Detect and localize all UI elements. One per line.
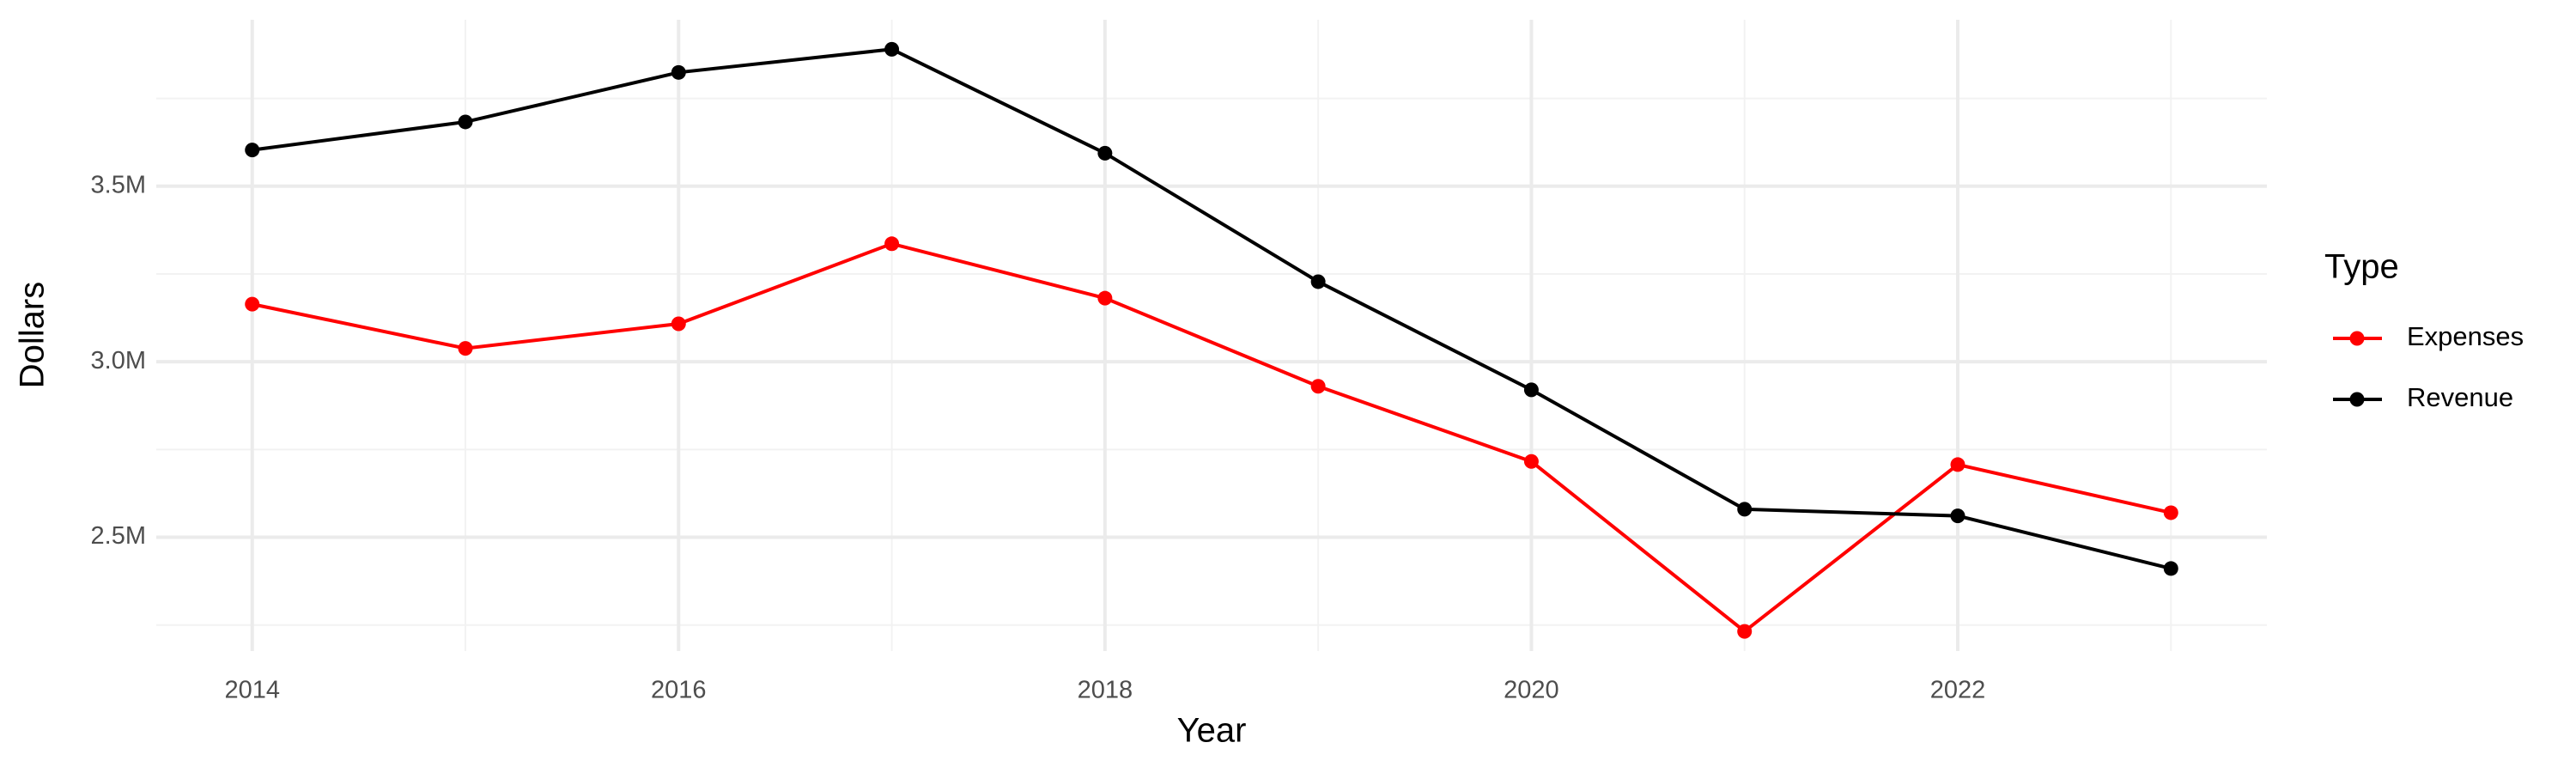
y-tick-label: 3.0M xyxy=(91,347,146,374)
x-tick-label: 2022 xyxy=(1930,677,1986,704)
data-point xyxy=(458,114,473,130)
data-point xyxy=(1737,624,1753,639)
y-axis-title: Dollars xyxy=(14,282,52,388)
x-axis-title: Year xyxy=(1177,712,1247,750)
data-point xyxy=(1523,453,1539,469)
data-point xyxy=(1097,145,1113,161)
y-tick-label: 3.5M xyxy=(91,171,146,198)
x-tick-label: 2016 xyxy=(651,677,707,704)
data-point xyxy=(1097,290,1113,306)
legend-point xyxy=(2349,392,2365,407)
data-point xyxy=(1737,502,1753,517)
data-point xyxy=(1310,379,1326,394)
data-point xyxy=(1950,457,1965,472)
data-point xyxy=(671,64,686,80)
x-tick-label: 2018 xyxy=(1078,677,1133,704)
data-point xyxy=(1523,382,1539,398)
legend-label: Revenue xyxy=(2407,382,2513,412)
data-point xyxy=(245,143,260,158)
data-point xyxy=(458,341,473,356)
data-point xyxy=(884,41,900,57)
data-point xyxy=(884,236,900,252)
legend-title: Type xyxy=(2324,248,2399,286)
series-line xyxy=(252,47,2172,570)
data-point xyxy=(671,316,686,332)
y-tick-label: 2.5M xyxy=(91,522,146,550)
x-tick-label: 2014 xyxy=(224,677,280,704)
data-point xyxy=(2163,505,2178,520)
legend-label: Expenses xyxy=(2407,321,2524,351)
data-point xyxy=(245,296,260,312)
data-point xyxy=(1950,508,1965,524)
x-tick-label: 2020 xyxy=(1504,677,1559,704)
legend-point xyxy=(2349,331,2365,346)
data-point xyxy=(2163,561,2178,576)
data-point xyxy=(1310,274,1326,289)
series-line xyxy=(252,241,2172,634)
